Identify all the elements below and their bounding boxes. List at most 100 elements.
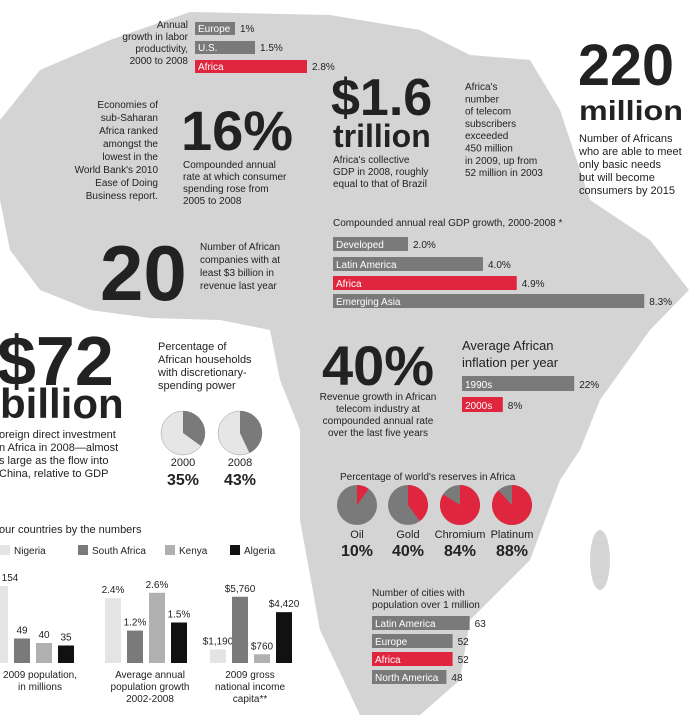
body-text: World Bank's 2010 <box>75 165 159 176</box>
bar-value-label: 49 <box>16 626 28 637</box>
bar <box>0 586 8 663</box>
bar-value-label: $5,760 <box>225 584 256 595</box>
bar-value-label: 2.8% <box>312 62 335 73</box>
body-text: oreign direct investment <box>0 429 116 441</box>
bar-category: 1990s <box>465 380 492 391</box>
big-figure: 40% <box>322 334 434 397</box>
body-text: Revenue growth in African <box>320 392 437 403</box>
legend-label: South Africa <box>92 546 146 557</box>
bar-value-label: 40 <box>38 630 50 641</box>
legend-swatch <box>0 545 10 555</box>
big-figure: trillion <box>333 118 431 154</box>
bar <box>195 60 307 73</box>
chart-caption: 2009 gross <box>225 670 274 681</box>
body-text: equal to that of Brazil <box>333 179 427 190</box>
bar-category: Africa <box>336 279 362 290</box>
bar <box>14 638 30 663</box>
body-text: Ease of Doing <box>95 178 158 189</box>
pie-slice <box>357 485 369 505</box>
body-text: Africa ranked <box>99 126 158 137</box>
bar-category: Europe <box>375 637 408 648</box>
bar <box>210 649 226 663</box>
body-text: only basic needs <box>579 159 661 171</box>
pie-category: Gold <box>396 529 419 541</box>
bar <box>254 654 270 663</box>
body-text: number <box>465 94 500 105</box>
africa-map <box>0 12 689 715</box>
body-text: compounded annual rate <box>323 416 434 427</box>
body-text: 2005 to 2008 <box>183 196 242 207</box>
bar <box>372 652 453 666</box>
bar <box>462 397 503 412</box>
chart-caption: national income <box>215 682 285 693</box>
legend-swatch <box>165 545 175 555</box>
bar-category: Developed <box>336 240 384 251</box>
pie-category: Oil <box>350 529 363 541</box>
chart-caption: 2009 population, <box>3 670 77 681</box>
bar-value-label: 2.4% <box>102 585 125 596</box>
body-text: consumers by 2015 <box>579 185 675 197</box>
chart-title: Number of cities with <box>372 588 465 599</box>
chart-title: African households <box>158 354 252 366</box>
pie-value-label: 43% <box>224 472 256 489</box>
body-text: lowest in the <box>102 152 158 163</box>
label: productivity, <box>135 44 188 55</box>
chart-caption: 2002-2008 <box>126 694 174 705</box>
pie-slice <box>491 485 533 525</box>
body-text: exceeded <box>465 131 508 142</box>
body-text: sub-Saharan <box>101 113 158 124</box>
label: growth in labor <box>122 32 188 43</box>
body-text: in 2009, up from <box>465 156 537 167</box>
bar-value-label: 48 <box>451 673 463 684</box>
bar-value-label: 154 <box>2 573 19 584</box>
bar <box>333 294 645 308</box>
madagascar <box>590 530 610 590</box>
body-text: telecom industry at <box>336 404 420 415</box>
bar-value-label: $760 <box>251 641 274 652</box>
chart-caption: population growth <box>111 682 190 693</box>
pie-category: 2008 <box>228 457 252 469</box>
bar-category: Africa <box>375 655 401 666</box>
bar-value-label: 2.6% <box>146 580 169 591</box>
bar <box>36 643 52 663</box>
body-text: Number of Africans <box>579 133 673 145</box>
body-text: amongst the <box>103 139 158 150</box>
label: 2000 to 2008 <box>130 56 189 67</box>
bar <box>372 670 447 684</box>
bar-value-label: 22% <box>579 380 599 391</box>
body-text: 52 million in 2003 <box>465 168 543 179</box>
bar <box>333 257 483 271</box>
bar-value-label: 2.0% <box>413 240 436 251</box>
pie-category: Chromium <box>435 529 486 541</box>
body-text: least $3 billion in <box>200 268 274 279</box>
body-text: of telecom <box>465 107 511 118</box>
chart-caption: in millions <box>18 682 62 693</box>
body-text: but will become <box>579 172 655 184</box>
bar-value-label: 63 <box>475 619 487 630</box>
bar-category: North America <box>375 673 439 684</box>
bar <box>232 596 248 663</box>
body-text: Africa's <box>465 82 497 93</box>
bar-category: Emerging Asia <box>336 297 401 308</box>
body-text: 450 million <box>465 144 513 155</box>
chart-title: inflation per year <box>462 355 559 370</box>
bar-value-label: 8% <box>508 401 523 412</box>
body-text: n Africa in 2008—almost <box>0 442 118 454</box>
bar-value-label: 52 <box>458 637 470 648</box>
bar <box>372 616 470 630</box>
bar <box>462 376 575 391</box>
body-text: who are able to meet <box>578 146 682 158</box>
pie-slice <box>439 485 480 525</box>
chart-title: population over 1 million <box>372 600 480 611</box>
big-figure: 220 <box>578 33 674 98</box>
bar <box>58 645 74 663</box>
chart-title: Percentage of <box>158 341 227 353</box>
big-figure: million <box>579 95 683 126</box>
bar-value-label: 1% <box>240 24 255 35</box>
bar <box>333 237 408 251</box>
body-text: companies with at <box>200 255 280 266</box>
pie-value-label: 84% <box>444 543 476 560</box>
bar-value-label: 4.9% <box>522 279 545 290</box>
legend-label: Nigeria <box>14 546 46 557</box>
legend-label: Algeria <box>244 546 276 557</box>
